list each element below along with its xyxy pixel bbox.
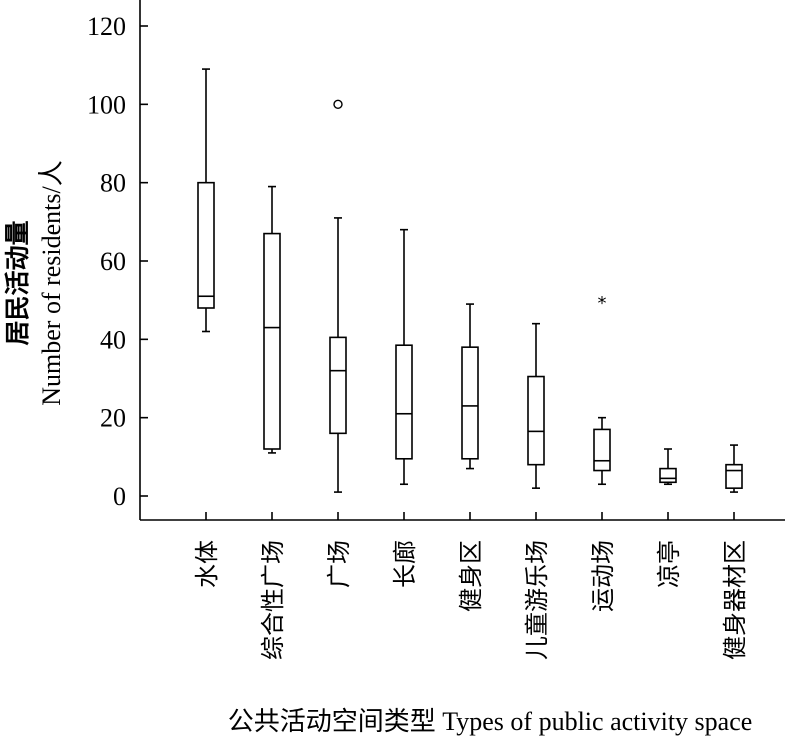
box-iqr	[593, 428, 611, 472]
y-axis-ticks: 0 20 40 60 80 100 120	[87, 12, 148, 511]
box-iqr	[263, 232, 281, 450]
y-tick-label: 80	[100, 169, 126, 198]
axes	[139, 0, 785, 521]
x-category-label: 综合性广场	[259, 540, 287, 660]
box-group	[395, 228, 413, 486]
box-group	[461, 303, 479, 470]
x-category-label: 儿童游乐场	[523, 540, 551, 660]
box-group	[263, 185, 281, 454]
y-tick-label: 100	[87, 90, 126, 119]
box-group: *	[593, 293, 611, 486]
x-category-label: 凉亭	[655, 540, 683, 588]
y-tick-label: 40	[100, 325, 126, 354]
y-axis-title-en: Number of residents/人	[37, 160, 66, 406]
box-iqr	[659, 467, 677, 484]
y-axis-title: 居民活动量 Number of residents/人	[3, 160, 66, 406]
x-category-label: 健身区	[457, 540, 485, 612]
box-iqr	[461, 346, 479, 460]
x-category-label: 广场	[325, 540, 353, 588]
outlier-star: *	[598, 293, 607, 314]
box-group	[329, 99, 347, 493]
x-axis-title: 公共活动空间类型 Types of public activity space	[228, 707, 753, 736]
box-iqr	[395, 344, 413, 460]
box-group	[197, 68, 215, 333]
x-axis-category-labels: 水体 综合性广场 广场 长廊 健身区 儿童游乐场 运动场 凉亭 健身器材区	[193, 540, 749, 660]
x-category-label: 水体	[193, 540, 221, 588]
x-category-label: 长廊	[391, 540, 419, 588]
y-tick-label: 20	[100, 404, 126, 433]
x-category-label: 健身器材区	[721, 540, 749, 660]
box-iqr	[329, 336, 347, 435]
box-iqr	[197, 181, 215, 309]
box-iqr	[527, 375, 545, 466]
box-group	[725, 444, 743, 493]
y-tick-label: 60	[100, 247, 126, 276]
box-group	[659, 448, 677, 486]
x-category-label: 运动场	[589, 540, 617, 612]
outlier-circle	[333, 99, 343, 110]
y-axis-title-cn: 居民活动量	[3, 220, 32, 345]
box-group	[527, 322, 545, 489]
box-iqr	[725, 463, 743, 489]
y-tick-label: 0	[113, 482, 126, 511]
y-tick-label: 120	[87, 12, 126, 41]
boxes: *	[197, 68, 743, 493]
